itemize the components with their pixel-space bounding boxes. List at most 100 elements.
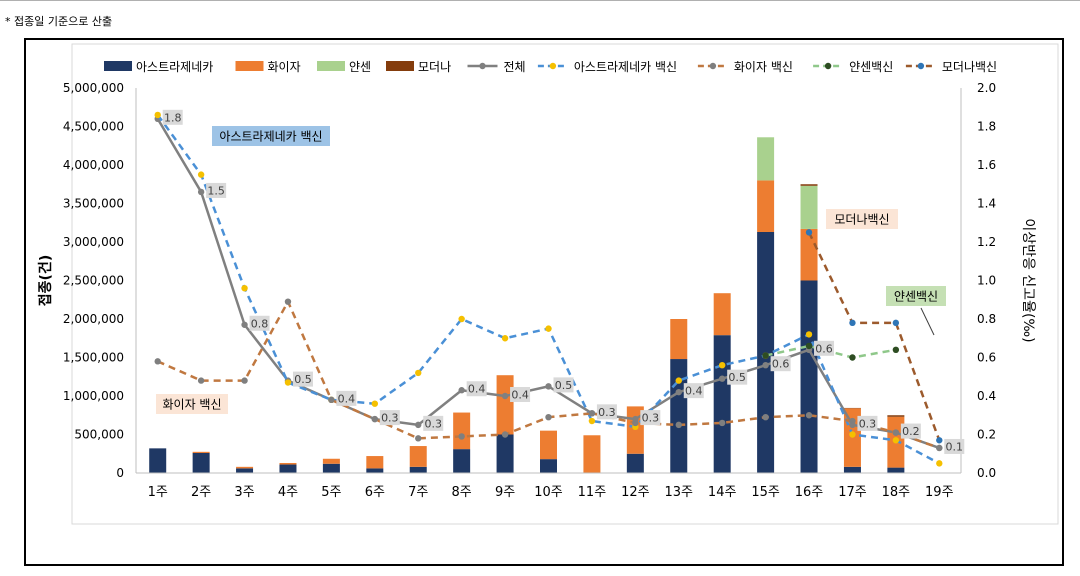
data-label-box bbox=[206, 182, 227, 198]
top-divider bbox=[0, 0, 1080, 1]
bar-segment bbox=[409, 466, 427, 473]
bar-segment bbox=[279, 462, 297, 465]
bar-segment bbox=[496, 375, 514, 435]
line-point bbox=[936, 437, 943, 444]
legend-marker bbox=[917, 62, 925, 70]
y-axis-title: 접종(건) bbox=[37, 255, 54, 306]
data-label-box bbox=[379, 410, 400, 426]
line-point bbox=[805, 229, 813, 236]
data-label: 0.5 bbox=[294, 373, 312, 386]
y2-tick-label: 0.4 bbox=[977, 389, 996, 403]
bar-segment bbox=[149, 448, 167, 473]
line-point bbox=[458, 433, 465, 440]
line-point bbox=[849, 417, 856, 425]
bar-segment bbox=[670, 319, 688, 360]
callout-label: 모더나백신 bbox=[834, 213, 889, 227]
line-point bbox=[154, 358, 161, 365]
data-label-box bbox=[944, 438, 965, 454]
data-label: 0.3 bbox=[642, 412, 660, 425]
callout-box bbox=[826, 209, 898, 229]
line-point bbox=[892, 429, 900, 436]
legend-swatch bbox=[317, 61, 345, 71]
legend-marker bbox=[824, 62, 832, 70]
x-tick-label: 17주 bbox=[838, 485, 867, 500]
legend-marker bbox=[709, 62, 717, 70]
line-point bbox=[849, 319, 856, 327]
bar-segment bbox=[887, 467, 905, 473]
data-label: 0.3 bbox=[424, 417, 442, 430]
bar-segment bbox=[366, 456, 384, 469]
x-tick-label: 9주 bbox=[495, 485, 515, 500]
line-point bbox=[805, 342, 813, 350]
bar-segment bbox=[236, 466, 254, 469]
y2-tick-label: 2.0 bbox=[977, 81, 996, 95]
line-series-path bbox=[156, 114, 940, 465]
line-point bbox=[197, 188, 205, 196]
bar-segment bbox=[453, 412, 471, 450]
y2-tick-label: 1.0 bbox=[977, 274, 996, 288]
data-label-box bbox=[423, 415, 444, 431]
bar-segment bbox=[409, 446, 427, 467]
legend: 아스트라제네카 화이자 얀센 모더나 전체 아스트라제네카 백신 화이자 백신 얀센백신 모더나… bbox=[104, 60, 997, 74]
x-tick-label: 6주 bbox=[365, 485, 385, 500]
legend-label: 화이자 bbox=[268, 60, 301, 74]
line-point bbox=[675, 388, 682, 396]
bar-segment bbox=[713, 293, 731, 336]
callout-label: 아스트라제네카 백신 bbox=[219, 130, 322, 144]
bar-segment bbox=[800, 185, 818, 229]
y-tick-label: 2,000,000 bbox=[63, 312, 124, 326]
line-point bbox=[415, 369, 422, 377]
y-tick-label: 2,500,000 bbox=[63, 274, 124, 288]
line-point bbox=[718, 419, 726, 427]
data-label: 0.4 bbox=[685, 385, 703, 398]
bar-segment bbox=[713, 335, 731, 473]
legend-label: 화이자 백신 bbox=[734, 60, 793, 74]
legend-label: 모더나백신 bbox=[942, 60, 997, 74]
data-label: 0.8 bbox=[251, 317, 268, 330]
y-tick-label: 5,000,000 bbox=[63, 81, 124, 95]
y2-tick-label: 0.6 bbox=[977, 351, 996, 365]
bar-segment bbox=[757, 137, 775, 181]
data-label: 0.3 bbox=[598, 406, 616, 419]
y2-tick-label: 0.8 bbox=[977, 312, 996, 326]
bar-segment bbox=[192, 451, 210, 453]
data-labels: 1.8 1.5 0.8 0.5 0.4 0.3 0.3 0.4 0.4 0.5 0.3 0.3 0.4 0… bbox=[162, 109, 965, 454]
data-label-box bbox=[640, 410, 661, 426]
x-tick-label: 10주 bbox=[534, 485, 563, 500]
y-tick-label: 1,000,000 bbox=[63, 389, 124, 403]
data-label-box bbox=[596, 404, 617, 420]
y-tick-label: 3,000,000 bbox=[63, 235, 124, 249]
x-tick-label: 3주 bbox=[234, 485, 254, 500]
x-tick-label: 1주 bbox=[148, 485, 168, 500]
line-point bbox=[284, 298, 292, 305]
line-point bbox=[588, 417, 596, 425]
line-point bbox=[675, 377, 682, 384]
bar-segment bbox=[887, 415, 905, 417]
legend-marker bbox=[479, 62, 486, 70]
bar-segment bbox=[453, 449, 471, 473]
callout-leader bbox=[920, 307, 935, 336]
y2-tick-label: 1.6 bbox=[977, 158, 996, 172]
callout-box bbox=[886, 286, 946, 306]
data-label: 0.3 bbox=[381, 412, 399, 425]
line-point bbox=[762, 413, 769, 421]
data-label-box bbox=[162, 109, 183, 125]
x-tick-label: 2주 bbox=[191, 485, 211, 500]
data-label-box bbox=[336, 390, 357, 406]
line-point bbox=[197, 171, 205, 178]
y2-tick-label: 1.2 bbox=[977, 235, 996, 249]
line-series-path bbox=[807, 231, 941, 441]
bar-segment bbox=[670, 359, 688, 473]
axes: 0 500,000 1,000,000 1,500,000 2,000,000 2,500… bbox=[37, 81, 1036, 500]
data-label-box bbox=[466, 381, 487, 397]
line-point bbox=[501, 335, 509, 342]
data-label: 0.2 bbox=[902, 425, 920, 438]
data-label: 0.4 bbox=[338, 392, 356, 405]
data-label-box bbox=[249, 315, 270, 331]
x-tick-label: 14주 bbox=[708, 485, 737, 500]
line-point bbox=[371, 400, 379, 407]
line-series-path bbox=[157, 300, 940, 450]
bar-segment bbox=[843, 466, 861, 473]
line-point bbox=[675, 421, 682, 429]
x-tick-label: 8주 bbox=[452, 485, 472, 500]
